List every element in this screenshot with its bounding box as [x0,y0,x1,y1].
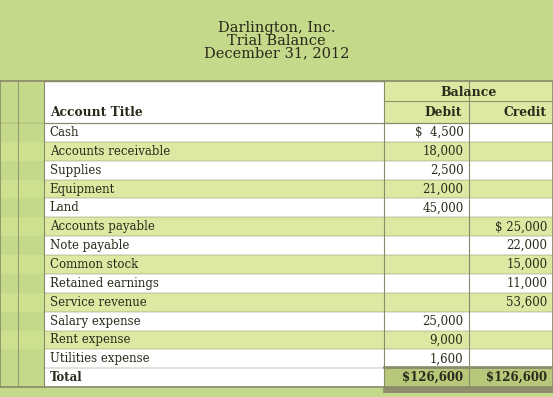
Text: Darlington, Inc.: Darlington, Inc. [218,21,335,35]
Text: Account Title: Account Title [50,106,143,119]
Text: Cash: Cash [50,126,79,139]
Text: Retained earnings: Retained earnings [50,277,159,290]
Text: 21,000: 21,000 [422,183,463,196]
Bar [0,81,18,387]
Text: 2,500: 2,500 [430,164,463,177]
Bar [0,387,553,397]
Text: Note payable: Note payable [50,239,129,252]
Text: Accounts payable: Accounts payable [50,220,155,233]
Text: 45,000: 45,000 [422,201,463,214]
Text: Equipment: Equipment [50,183,115,196]
Text: 15,000: 15,000 [507,258,547,271]
Text: $  4,500: $ 4,500 [415,126,463,139]
Text: 25,000: 25,000 [422,314,463,328]
Text: 1,600: 1,600 [430,352,463,365]
Text: Balance: Balance [441,86,497,99]
Text: Trial Balance: Trial Balance [227,34,326,48]
Bar [0,255,44,274]
Bar [18,81,44,387]
Text: Total: Total [50,371,82,384]
Text: Accounts receivable: Accounts receivable [50,145,170,158]
Text: December 31, 2012: December 31, 2012 [204,47,349,61]
Bar [0,81,553,387]
Text: Debit: Debit [425,106,462,119]
Text: Supplies: Supplies [50,164,101,177]
Bar [44,293,553,312]
Text: 9,000: 9,000 [430,333,463,347]
Text: $ 25,000: $ 25,000 [495,220,547,233]
Bar [0,142,44,161]
Text: 11,000: 11,000 [507,277,547,290]
Bar [0,179,44,198]
Bar [384,368,553,387]
Text: Common stock: Common stock [50,258,138,271]
Text: 53,600: 53,600 [506,296,547,309]
Text: Credit: Credit [503,106,546,119]
Bar [384,81,553,123]
Bar [44,330,553,349]
Text: $126,600: $126,600 [402,371,463,384]
Text: 18,000: 18,000 [422,145,463,158]
Text: $126,600: $126,600 [486,371,547,384]
Bar [0,330,44,349]
Text: Utilities expense: Utilities expense [50,352,149,365]
Text: Land: Land [50,201,80,214]
Text: Service revenue: Service revenue [50,296,147,309]
Bar [44,179,553,198]
Bar [44,255,553,274]
Bar [44,218,553,236]
Bar [0,293,44,312]
Bar [44,142,553,161]
Text: Rent expense: Rent expense [50,333,131,347]
Text: Salary expense: Salary expense [50,314,140,328]
Text: 22,000: 22,000 [507,239,547,252]
Bar [0,218,44,236]
